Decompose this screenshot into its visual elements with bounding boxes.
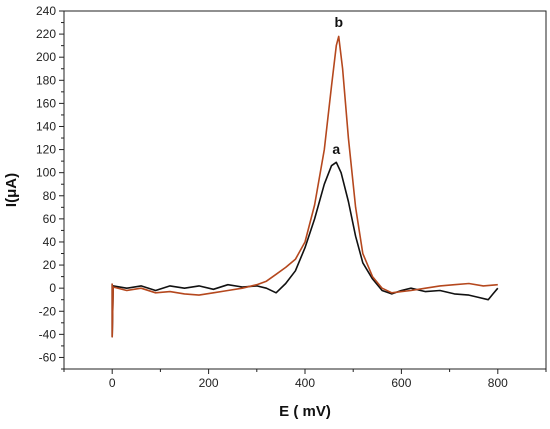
y-tick-label: -60 <box>39 350 57 364</box>
labels: E ( mV) I(μA) a b <box>3 14 343 420</box>
plot-area <box>111 35 499 338</box>
x-tick-label: 800 <box>488 376 508 390</box>
y-tick-label: 40 <box>43 235 57 249</box>
y-tick-label: 240 <box>36 4 56 18</box>
y-tick-label: 60 <box>43 212 57 226</box>
y-tick-label: 100 <box>36 166 56 180</box>
y-tick-label: 80 <box>43 189 57 203</box>
y-tick-label: 160 <box>36 96 56 110</box>
y-tick-label: 20 <box>43 258 57 272</box>
y-tick-label: -20 <box>39 304 57 318</box>
x-axis-title: E ( mV) <box>279 403 331 420</box>
axes: 0 200 400 600 800 -60 -40 -20 0 20 40 60 80 100 120 140… <box>36 4 547 390</box>
y-tick-label: 180 <box>36 73 56 87</box>
y-tick-label: 140 <box>36 119 56 133</box>
y-tick-label: 120 <box>36 143 56 157</box>
y-tick-label: -40 <box>39 327 57 341</box>
series-line-a <box>111 161 499 338</box>
curve-label-b: b <box>334 14 343 30</box>
y-tick-label: 200 <box>36 50 56 64</box>
series-line-b <box>111 35 498 338</box>
x-tick-label: 200 <box>199 376 219 390</box>
y-axis-title: I(μA) <box>3 173 20 207</box>
y-tick-label: 0 <box>49 281 56 295</box>
plot-frame <box>63 10 547 370</box>
y-tick-label: 220 <box>36 27 56 41</box>
curve-label-a: a <box>332 141 340 157</box>
x-tick-label: 600 <box>391 376 411 390</box>
x-tick-label: 400 <box>295 376 315 390</box>
x-tick-label: 0 <box>109 376 116 390</box>
